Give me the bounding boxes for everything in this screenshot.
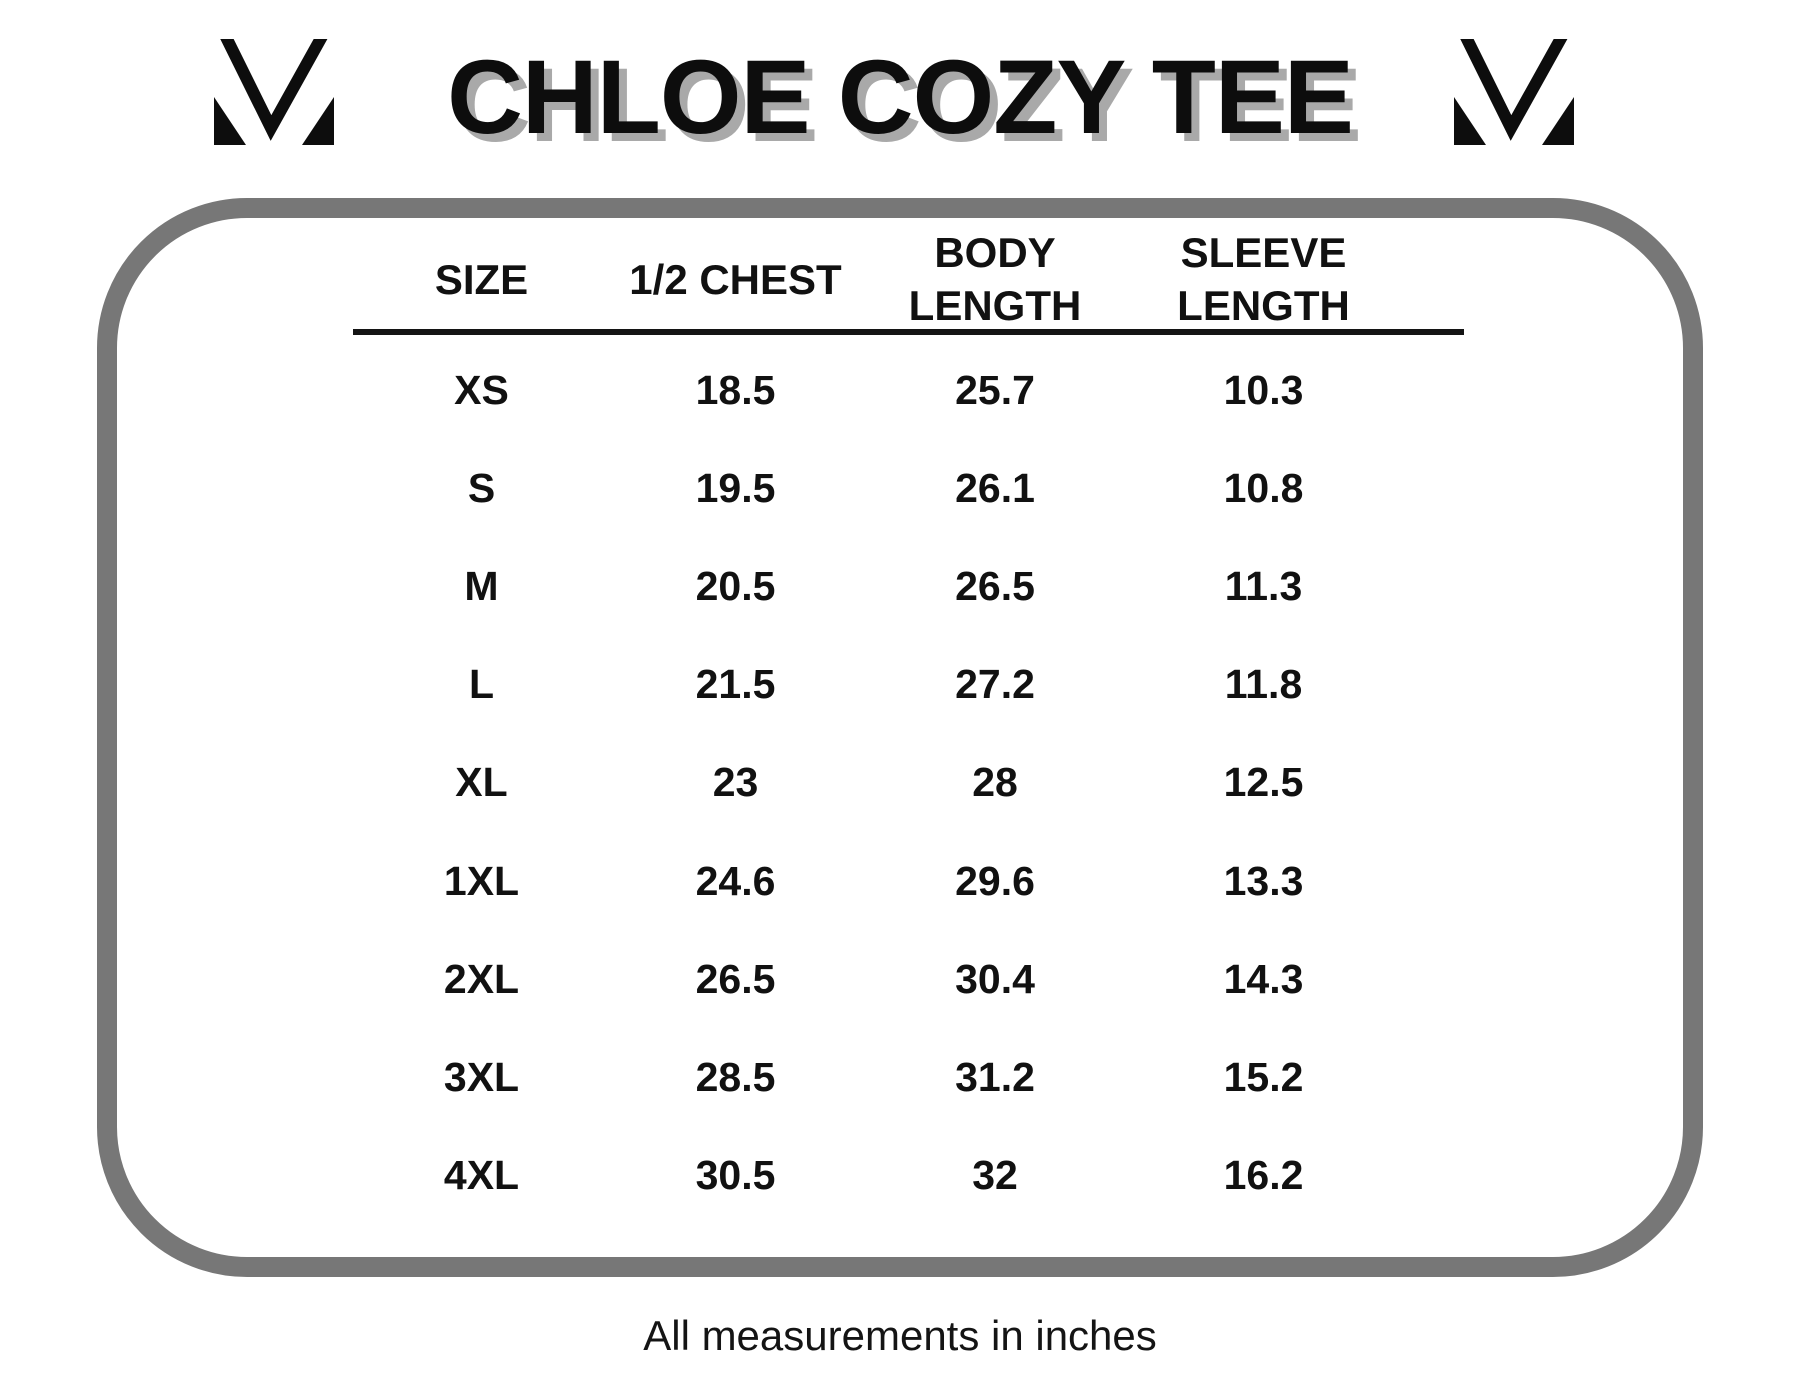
size-cell: L <box>468 661 495 708</box>
size-cell: M <box>464 563 499 610</box>
body-length-cell: 32 <box>972 1152 1018 1199</box>
sleeve-length-cell: 12.5 <box>1223 759 1304 806</box>
table-row: 4XL 30.5 32 16.2 <box>353 1152 1398 1199</box>
size-cell: 2XL <box>443 955 520 1002</box>
sleeve-length-cell: 16.2 <box>1223 1152 1304 1199</box>
sleeve-length-cell: 10.8 <box>1223 464 1304 511</box>
half-chest-cell: 20.5 <box>695 563 776 610</box>
half-chest-cell: 19.5 <box>695 464 776 511</box>
m-monogram-icon <box>214 39 334 145</box>
body-length-cell: 26.1 <box>955 464 1035 511</box>
sleeve-length-cell: 14.3 <box>1223 955 1304 1002</box>
half-chest-cell: 18.5 <box>695 366 776 413</box>
body-length-cell: 28 <box>972 759 1018 806</box>
size-table-body: XS 18.5 25.7 10.3 S 19.5 26.1 10.8 M 20.… <box>353 341 1398 1225</box>
table-row: 2XL 26.5 30.4 14.3 <box>353 956 1398 1003</box>
sleeve-length-cell: 11.3 <box>1224 563 1303 610</box>
size-cell: XS <box>454 366 509 413</box>
size-cell: 4XL <box>443 1152 520 1199</box>
half-chest-cell: 28.5 <box>695 1054 776 1101</box>
half-chest-cell: 30.5 <box>695 1152 776 1199</box>
footer-note: All measurements in inches <box>643 1312 1157 1359</box>
half-chest-cell: 26.5 <box>695 955 776 1002</box>
sleeve-length-cell: 10.3 <box>1223 366 1304 413</box>
sleeve-length-cell: 15.2 <box>1223 1054 1304 1101</box>
body-length-cell: 30.4 <box>955 955 1035 1002</box>
brand-logo-right <box>1452 39 1576 147</box>
table-row: XL 23 28 12.5 <box>353 759 1398 806</box>
sleeve-length-cell: 11.8 <box>1224 661 1303 708</box>
half-chest-cell: 21.5 <box>695 661 776 708</box>
body-length-cell: 29.6 <box>955 857 1035 904</box>
size-cell: S <box>467 464 496 511</box>
column-header-size: SIZE <box>434 255 529 303</box>
size-chart-panel <box>97 198 1703 1277</box>
body-length-cell: 27.2 <box>955 661 1035 708</box>
table-row: L 21.5 27.2 11.8 <box>353 661 1398 708</box>
column-header-sleeve-length: SLEEVE LENGTH <box>1177 229 1350 329</box>
half-chest-cell: 24.6 <box>695 857 776 904</box>
body-length-cell: 25.7 <box>955 366 1035 413</box>
table-row: S 19.5 26.1 10.8 <box>353 465 1398 512</box>
table-row: XS 18.5 25.7 10.3 <box>353 367 1398 414</box>
size-cell: 1XL <box>443 857 520 904</box>
column-header-body-length: BODY LENGTH <box>908 229 1082 329</box>
sleeve-length-cell: 13.3 <box>1223 857 1304 904</box>
body-length-cell: 26.5 <box>955 563 1035 610</box>
table-header-row: SIZE 1/2 CHEST BODY LENGTH SLEEVE LENGTH <box>353 220 1398 340</box>
size-cell: 3XL <box>443 1054 520 1101</box>
page-title: CHLOE COZY TEE <box>447 39 1354 156</box>
table-row: 1XL 24.6 29.6 13.3 <box>353 858 1398 905</box>
header-divider-line <box>353 329 1464 335</box>
column-header-half-chest: 1/2 CHEST <box>629 255 842 303</box>
table-row: M 20.5 26.5 11.3 <box>353 563 1398 610</box>
body-length-cell: 31.2 <box>955 1054 1035 1101</box>
brand-logo-left <box>212 39 336 147</box>
table-row: 3XL 28.5 31.2 15.2 <box>353 1054 1398 1101</box>
size-cell: XL <box>455 759 508 806</box>
m-monogram-icon <box>1454 39 1574 145</box>
half-chest-cell: 23 <box>712 759 759 806</box>
